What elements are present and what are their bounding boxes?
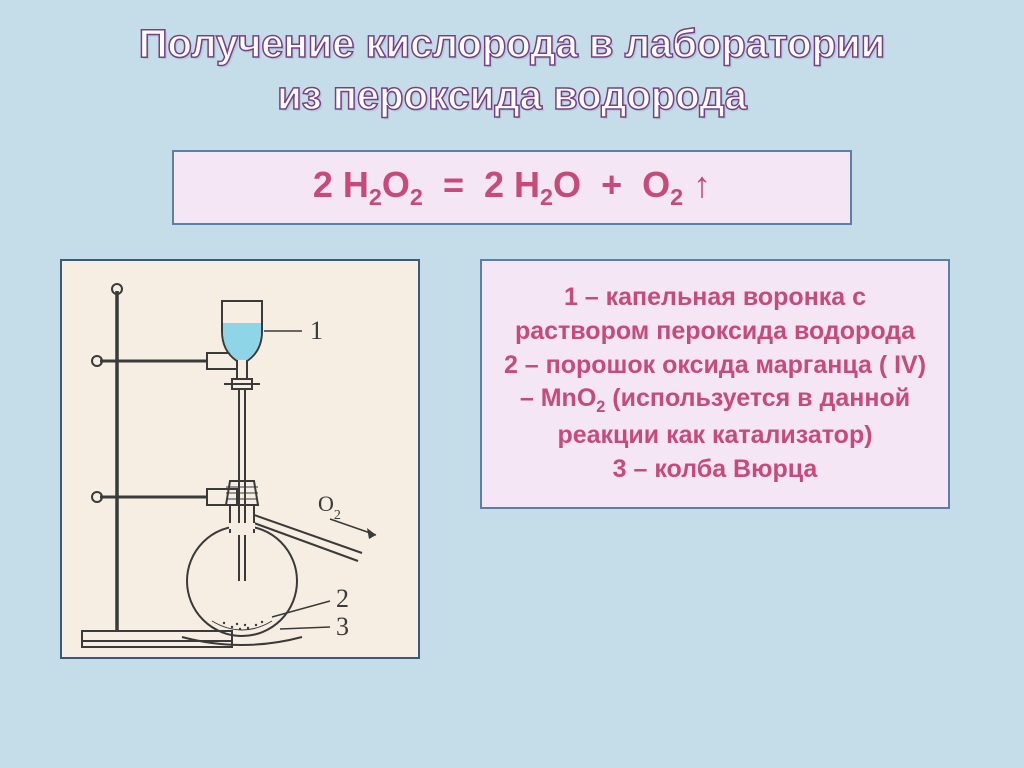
equation-box: 2 H2O2 = 2 H2O + O2 ↑ <box>172 150 852 225</box>
apparatus-diagram: 1 O2 <box>60 259 420 659</box>
description-box: 1 – капельная воронка с раствором перокс… <box>480 259 950 509</box>
diagram-label-o2: O2 <box>318 491 341 523</box>
apparatus-svg: 1 O2 <box>62 261 422 661</box>
diagram-label-1: 1 <box>310 316 323 345</box>
equation-text: 2 H2O2 = 2 H2O + O2 ↑ <box>313 164 711 205</box>
diagram-label-2: 2 <box>336 584 349 613</box>
desc-item-3: 3 – колба Вюрца <box>500 453 930 487</box>
slide-title: Получение кислорода в лаборатории из пер… <box>0 0 1024 122</box>
desc-item-2: 2 – порошок оксида марганца ( IV) – MnO2… <box>500 349 930 453</box>
desc-item-1: 1 – капельная воронка с раствором перокс… <box>500 281 930 349</box>
diagram-label-3: 3 <box>336 612 349 641</box>
title-line-2: из пероксида водорода <box>0 70 1024 122</box>
title-line-1: Получение кислорода в лаборатории <box>0 18 1024 70</box>
